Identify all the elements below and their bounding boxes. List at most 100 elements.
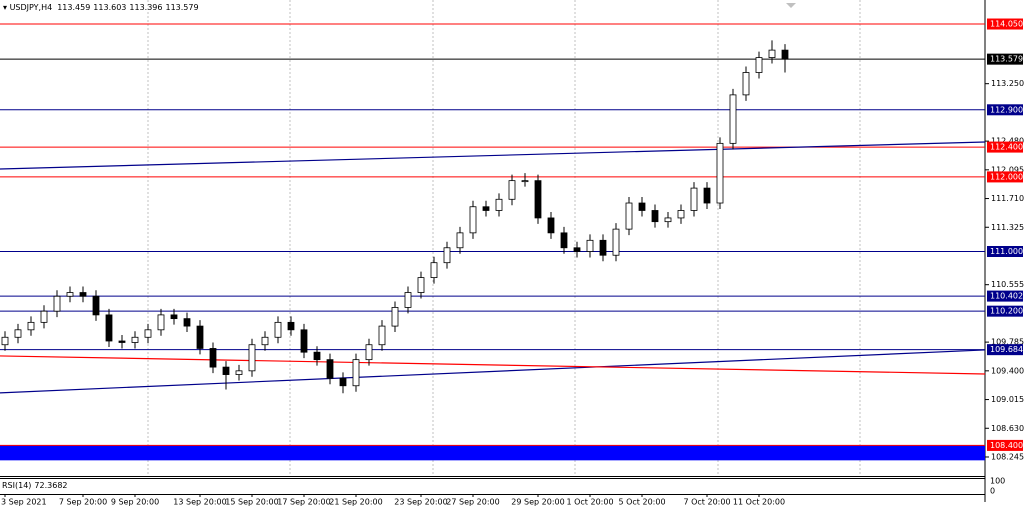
trendline bbox=[0, 349, 986, 394]
trendline bbox=[0, 355, 986, 375]
x-tick-label: 15 Sep 20:00 bbox=[225, 498, 278, 507]
rsi-tick-label: 0 bbox=[990, 487, 995, 496]
candle-body bbox=[313, 351, 321, 361]
shift-marker bbox=[786, 3, 796, 8]
candle-body bbox=[66, 292, 74, 297]
candle-body bbox=[157, 314, 165, 331]
x-tick-label: 23 Sep 20:00 bbox=[394, 498, 447, 507]
candle-body bbox=[482, 206, 490, 211]
y-tick-label: 109.400 bbox=[991, 366, 1024, 375]
high-price: 113.603 bbox=[93, 3, 126, 12]
y-tick-label: 109.015 bbox=[991, 395, 1024, 404]
level-label-box bbox=[987, 344, 1023, 356]
candle-body bbox=[469, 206, 477, 234]
x-tick-label: 5 Oct 20:00 bbox=[618, 498, 665, 507]
candle-body bbox=[417, 277, 425, 293]
candle-body bbox=[521, 180, 529, 183]
x-tick-label: 7 Oct 20:00 bbox=[683, 498, 730, 507]
candle-body bbox=[690, 187, 698, 211]
candle-body bbox=[391, 307, 399, 327]
level-label: 113.579 bbox=[990, 55, 1023, 64]
candle-body bbox=[352, 359, 360, 387]
candle-body bbox=[248, 344, 256, 372]
y-tick-label: 109.785 bbox=[991, 338, 1024, 347]
level-label: 114.050 bbox=[990, 20, 1023, 29]
trendline bbox=[0, 141, 986, 170]
candle-body bbox=[508, 180, 516, 200]
y-tick-label: 111.710 bbox=[991, 194, 1024, 203]
candle-body bbox=[170, 314, 178, 320]
candle-body bbox=[573, 247, 581, 252]
candle-body bbox=[235, 370, 243, 375]
candle-body bbox=[274, 321, 282, 338]
candle-body bbox=[339, 377, 347, 387]
level-label-box bbox=[987, 171, 1023, 183]
x-tick-label: 13 Sep 20:00 bbox=[173, 498, 226, 507]
y-tick-label: 112.095 bbox=[991, 165, 1024, 174]
candle-body bbox=[261, 336, 269, 346]
x-tick-label: 29 Sep 20:00 bbox=[511, 498, 564, 507]
candle-body bbox=[131, 336, 139, 343]
candle-body bbox=[14, 329, 22, 338]
candle-body bbox=[755, 57, 763, 73]
candle-body bbox=[222, 366, 230, 375]
candle-body bbox=[534, 180, 542, 219]
rsi-name: RSI(14) bbox=[2, 481, 31, 490]
candle-body bbox=[742, 72, 750, 96]
candle-body bbox=[586, 239, 594, 252]
x-tick-label: 1 Oct 20:00 bbox=[566, 498, 613, 507]
rsi-tick-label: 100 bbox=[990, 477, 1005, 486]
y-tick-label: 110.555 bbox=[991, 280, 1024, 289]
level-label-box bbox=[987, 305, 1023, 317]
level-label-box bbox=[987, 439, 1023, 451]
level-label: 108.400 bbox=[990, 441, 1023, 450]
level-label: 111.000 bbox=[990, 247, 1023, 256]
candle-body bbox=[664, 217, 672, 223]
candle-body bbox=[560, 232, 568, 249]
level-label-box bbox=[987, 245, 1023, 257]
x-tick-label: 27 Sep 20:00 bbox=[446, 498, 499, 507]
candle-body bbox=[105, 314, 113, 342]
level-label: 112.400 bbox=[990, 143, 1023, 152]
x-tick-label: 17 Sep 20:00 bbox=[277, 498, 330, 507]
open-price: 113.459 bbox=[57, 3, 90, 12]
candle-body bbox=[144, 329, 152, 338]
menu-arrow: ▾ bbox=[3, 3, 10, 12]
candle-body bbox=[638, 202, 646, 211]
close-price: 113.579 bbox=[165, 3, 198, 12]
candle-body bbox=[79, 292, 87, 297]
low-price: 113.396 bbox=[129, 3, 162, 12]
level-label: 110.402 bbox=[990, 292, 1023, 301]
chart-header: ▾ USDJPY,H4 113.459 113.603 113.396 113.579 bbox=[3, 3, 199, 12]
candle-body bbox=[781, 49, 789, 60]
candle-body bbox=[625, 202, 633, 230]
candle-body bbox=[547, 217, 555, 234]
x-tick-label: 3 Sep 2021 bbox=[1, 498, 47, 507]
candle-body bbox=[40, 310, 48, 323]
rsi-label: RSI(14) 72.3682 bbox=[2, 481, 68, 490]
candle-body bbox=[729, 94, 737, 144]
candle-body bbox=[196, 325, 204, 349]
candle-body bbox=[27, 321, 35, 331]
symbol: USDJPY,H4 bbox=[10, 3, 53, 12]
y-tick-label: 108.245 bbox=[991, 452, 1024, 461]
rectangle-zone bbox=[0, 445, 985, 461]
level-label: 112.900 bbox=[990, 105, 1023, 114]
level-label-box bbox=[987, 104, 1023, 116]
level-label-box bbox=[987, 18, 1023, 30]
x-tick-label: 21 Sep 20:00 bbox=[329, 498, 382, 507]
candle-body bbox=[703, 187, 711, 204]
x-tick-label: 7 Sep 20:00 bbox=[59, 498, 107, 507]
candle-body bbox=[183, 318, 191, 327]
candle-body bbox=[300, 329, 308, 353]
vertical-grid bbox=[147, 0, 861, 476]
candle-body bbox=[118, 340, 126, 343]
candle-body bbox=[326, 359, 334, 379]
x-tick-label: 11 Oct 20:00 bbox=[733, 498, 785, 507]
level-label-box bbox=[987, 141, 1023, 153]
candle-body bbox=[430, 262, 438, 279]
candle-body bbox=[92, 295, 100, 316]
candle-body bbox=[651, 210, 659, 223]
candle-body bbox=[443, 247, 451, 264]
